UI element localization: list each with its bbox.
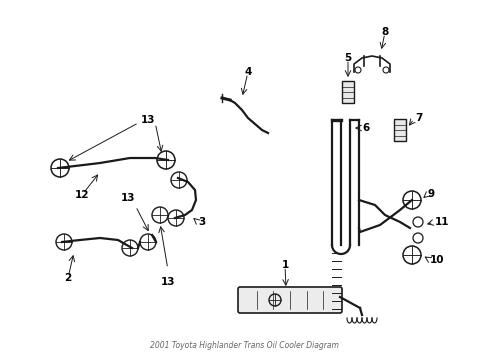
Text: 12: 12 — [75, 190, 89, 200]
Text: 10: 10 — [429, 255, 444, 265]
Text: 1: 1 — [281, 260, 288, 270]
Text: 13: 13 — [121, 193, 135, 203]
Text: 9: 9 — [427, 189, 434, 199]
Bar — [393, 119, 405, 141]
FancyBboxPatch shape — [238, 287, 341, 313]
Text: 2001 Toyota Highlander Trans Oil Cooler Diagram: 2001 Toyota Highlander Trans Oil Cooler … — [149, 341, 338, 350]
Text: 3: 3 — [198, 217, 205, 227]
Text: 2: 2 — [64, 273, 71, 283]
Text: 13: 13 — [161, 277, 175, 287]
Text: 6: 6 — [361, 123, 368, 133]
Text: 4: 4 — [244, 67, 251, 77]
Text: 8: 8 — [381, 27, 388, 37]
Bar — [341, 81, 353, 103]
Text: 5: 5 — [344, 53, 351, 63]
Text: 7: 7 — [414, 113, 422, 123]
Text: 13: 13 — [141, 115, 155, 125]
Text: 11: 11 — [434, 217, 448, 227]
